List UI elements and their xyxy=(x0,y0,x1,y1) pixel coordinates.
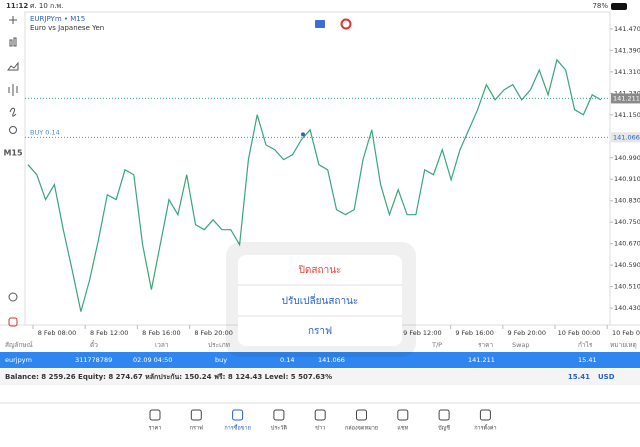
cell: 311778789 xyxy=(75,356,112,364)
status-date: ศ. 10 ก.พ. xyxy=(30,2,63,10)
y-tick-label: 141.470 xyxy=(614,25,640,33)
x-tick-label: 8 Feb 20:00 xyxy=(194,329,233,337)
tab-icon[interactable] xyxy=(149,409,161,421)
buy-button[interactable] xyxy=(340,18,352,30)
column-header: ราคา xyxy=(478,341,493,349)
timeframe[interactable]: M15 xyxy=(3,149,23,158)
column-header: ประเภท xyxy=(208,341,230,349)
y-tick-label: 140.750 xyxy=(614,218,640,226)
close-position[interactable]: ปิดสถานะ xyxy=(298,265,341,276)
plot: 141.470 141.390 141.310 141.230 141.150 140.9… xyxy=(25,25,640,337)
entry-marker xyxy=(301,132,305,137)
position-row[interactable] xyxy=(0,352,640,368)
column-header: กำไร xyxy=(578,341,593,349)
x-tick-label: 9 Feb 20:00 xyxy=(508,329,547,337)
y-tick-label: 141.230 xyxy=(614,89,640,97)
tab-icon[interactable] xyxy=(190,409,202,421)
price-label-bg xyxy=(611,93,640,104)
y-tick-label: 140.510 xyxy=(614,283,640,291)
cell: buy xyxy=(215,356,227,364)
cell: eurjpym xyxy=(5,356,32,364)
y-tick-label: 140.670 xyxy=(614,240,640,248)
column-header: Swap xyxy=(512,341,530,349)
cell: 02.09 04:50 xyxy=(133,356,172,364)
tab-label[interactable]: กราฟ xyxy=(190,425,203,432)
tab-label[interactable]: การซื้อขาย xyxy=(224,424,250,432)
zoom-tool[interactable] xyxy=(8,292,18,302)
x-tick-label: 8 Feb 12:00 xyxy=(90,329,129,337)
y-tick-label: 140.430 xyxy=(614,304,640,312)
tab-icon[interactable] xyxy=(479,409,491,421)
tab-label[interactable]: การตั้งค่า xyxy=(474,424,496,432)
cell: 15.41 xyxy=(578,356,597,364)
cell: 141.066 xyxy=(318,356,345,364)
y-tick-label: 141.150 xyxy=(614,111,640,119)
x-tick-label: 10 Feb 04:0 xyxy=(612,329,640,337)
tab-icon[interactable] xyxy=(438,409,450,421)
shapes-tool[interactable] xyxy=(9,126,17,134)
toolbar xyxy=(7,16,19,327)
chart-title: EURJPYm • M15 xyxy=(30,15,85,23)
function-tool[interactable] xyxy=(9,107,17,117)
crosshair-tool[interactable] xyxy=(9,16,17,24)
x-tick-label: 9 Feb 16:00 xyxy=(455,329,494,337)
objects-tool[interactable] xyxy=(7,61,19,71)
battery: 78% xyxy=(592,2,608,10)
y-tick-label: 140.830 xyxy=(614,197,640,205)
buy-line-label: BUY 0.14 xyxy=(30,128,60,136)
y-tick-label: 140.910 xyxy=(614,175,640,183)
buy-price-bg xyxy=(611,132,640,143)
x-tick-label: 8 Feb 16:00 xyxy=(142,329,181,337)
balance-bar xyxy=(0,369,640,385)
tab-label[interactable]: ราคา xyxy=(149,426,162,432)
chart-subtitle: Euro vs Japanese Yen xyxy=(30,24,104,32)
tab-label[interactable]: ประวัติ xyxy=(271,425,287,432)
popup-box xyxy=(238,255,402,346)
positions: Balance: 8 259.26 Equity: 8 274.67 หลักป… xyxy=(0,340,640,385)
lines-tool[interactable] xyxy=(8,84,18,96)
column-header: สัญลักษณ์ xyxy=(5,341,33,349)
column-header: หมายเหตุ xyxy=(610,341,637,349)
tab-icon[interactable] xyxy=(356,409,367,421)
x-tick-label: 8 Feb 08:00 xyxy=(38,329,77,337)
tab-icon[interactable] xyxy=(232,409,244,421)
y-tick-label: 140.590 xyxy=(614,261,640,269)
cell: 0.14 xyxy=(280,356,294,364)
x-tick-label: 10 Feb 00:00 xyxy=(558,329,601,337)
trade-tool[interactable] xyxy=(8,317,18,327)
y-tick-label: 141.310 xyxy=(614,68,640,76)
popup: ปิดสถานะ ปรับเปลี่ยนสถานะ กราฟ xyxy=(226,242,416,357)
tab-bar: ราคา กราฟ การซื้อขาย ประวัติ ข่าว กล่องจดหมาย… xyxy=(149,409,497,432)
status-time: 11:12 xyxy=(6,2,28,10)
y-tick-label: 141.390 xyxy=(614,46,640,54)
column-header: T/P xyxy=(431,341,442,349)
price-series xyxy=(27,58,602,312)
tab-icon[interactable] xyxy=(397,409,409,421)
y-tick-label: 140.990 xyxy=(614,154,640,162)
column-header: ตั๋ว xyxy=(90,340,98,349)
balance-profit: 15.41 xyxy=(568,373,590,381)
price-label: 141.211 xyxy=(613,94,640,102)
battery-icon xyxy=(611,3,627,10)
chart-option[interactable]: กราฟ xyxy=(308,326,332,337)
modify-position[interactable]: ปรับเปลี่ยนสถานะ xyxy=(282,293,359,307)
buy-price-label: 141.066 xyxy=(613,133,640,141)
tab-label[interactable]: กล่องจดหมาย xyxy=(345,426,378,432)
sell-button[interactable] xyxy=(315,20,325,28)
tab-icon[interactable] xyxy=(314,409,326,421)
cell: 141.211 xyxy=(468,356,495,364)
tab-icon[interactable] xyxy=(273,409,285,421)
balance-text: Balance: 8 259.26 Equity: 8 274.67 หลักป… xyxy=(5,373,332,381)
column-header: เวลา xyxy=(155,341,169,349)
tab-label[interactable]: ข่าว xyxy=(315,426,325,432)
tab-label[interactable]: บัญชี xyxy=(438,425,450,432)
balance-currency: USD xyxy=(598,373,615,381)
x-tick-label: 9 Feb 12:00 xyxy=(403,329,442,337)
indicator-tool[interactable] xyxy=(9,37,17,47)
tab-label[interactable]: แชท xyxy=(397,425,408,432)
